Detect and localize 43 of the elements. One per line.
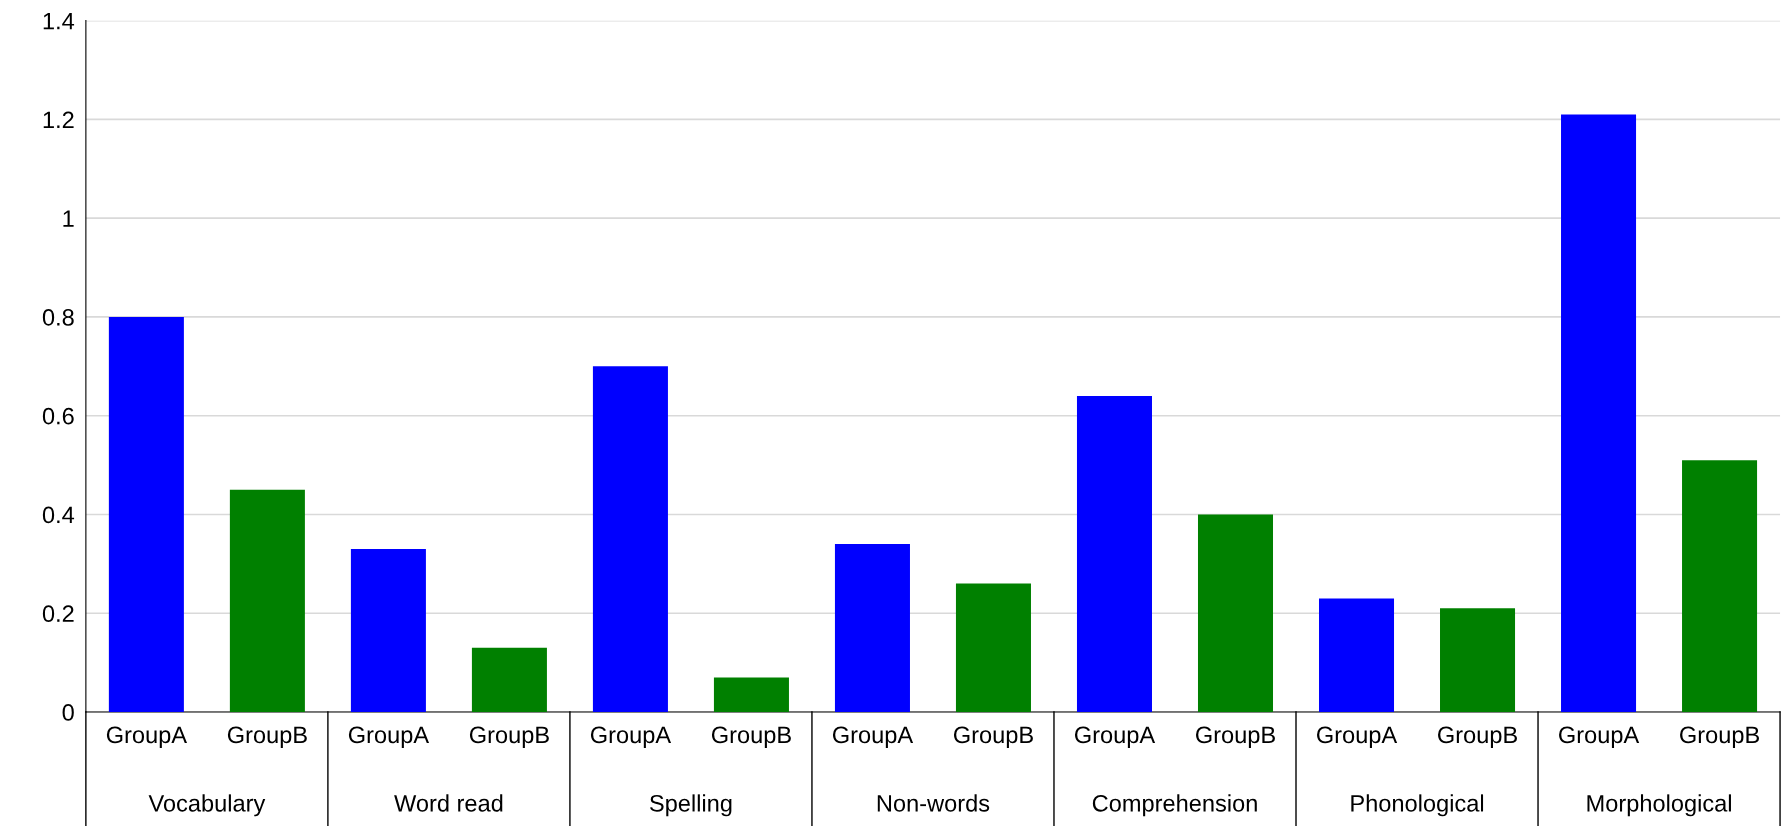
x-tick-label: GroupA [590,726,672,748]
bar [108,316,184,713]
bar [1440,608,1516,713]
bar [1682,460,1758,713]
y-tick-label: 0.8 [42,309,74,326]
x-tick-label: GroupB [1680,726,1759,748]
y-tick-label: 1 [63,210,74,227]
bar [229,489,305,713]
text: Vocabulary [148,794,266,817]
bar [713,677,789,713]
bar [1561,114,1637,713]
x-tick-label: GroupB [711,726,791,748]
text: Phonological [1351,794,1484,817]
y-tick-label: 0.4 [42,506,75,524]
x-tick-label: GroupA [1559,726,1640,748]
bar [1319,598,1395,713]
text: Non-words [877,794,990,812]
text: Word read [394,794,503,812]
x-tick-label: GroupB [953,726,1033,748]
x-tick-label: GroupA [1317,726,1398,748]
y-tick-label: 0.6 [42,407,74,425]
text: Comprehension [1092,794,1257,817]
text: Spelling [650,794,732,817]
bar [834,544,910,713]
bar [1197,514,1274,713]
bar [1076,395,1152,713]
y-tick-label: 1.2 [43,111,74,128]
y-tick-label: 1.4 [43,12,75,30]
bar [955,583,1031,713]
x-tick-label: GroupB [1438,726,1517,748]
x-tick-label: GroupB [227,726,307,748]
y-tick-label: 0.2 [42,605,74,623]
bar [350,549,426,713]
y-tick-label: 0 [62,704,74,721]
x-tick-label: GroupA [348,726,430,748]
x-tick-label: GroupA [106,726,188,748]
text: Morphological [1587,794,1731,817]
x-tick-label: GroupB [469,726,549,748]
bar [471,647,547,713]
x-tick-label: GroupB [1196,726,1275,748]
bar [592,366,668,713]
x-tick-label: GroupA [1074,726,1156,748]
x-tick-label: GroupA [832,726,914,748]
